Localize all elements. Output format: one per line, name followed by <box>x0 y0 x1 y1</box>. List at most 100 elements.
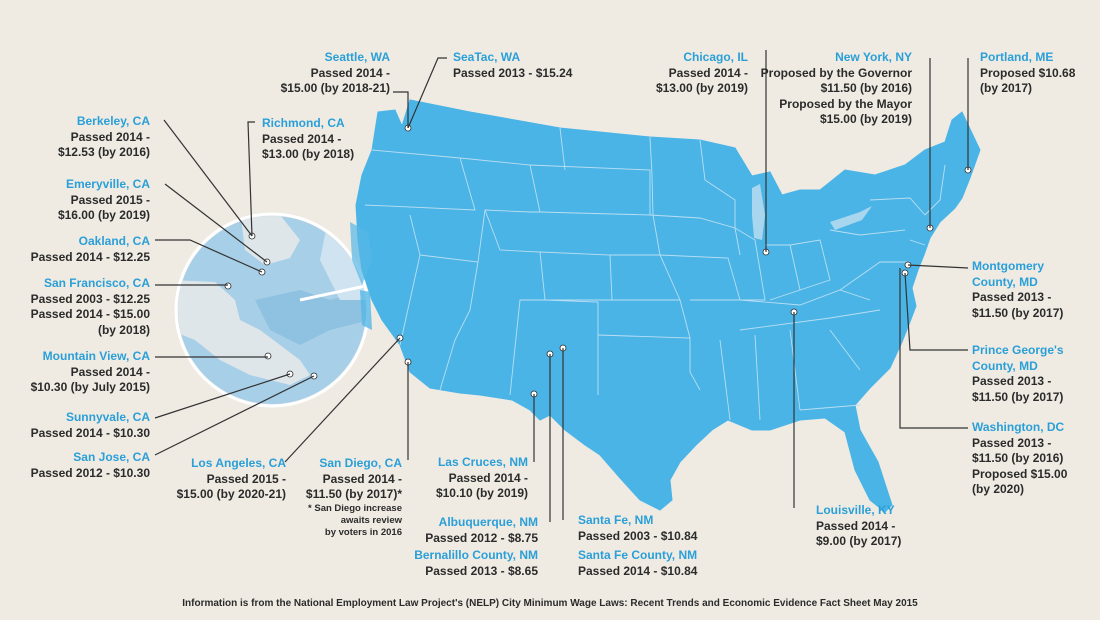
wage-line: Proposed by the Governor <box>760 65 912 80</box>
footnote-line: awaits review <box>340 514 402 526</box>
city-name: Santa Fe, NM <box>578 513 654 527</box>
city-name: New York, NY <box>835 50 912 64</box>
city-name: San Jose, CA <box>73 450 150 464</box>
wage-line: $11.50 (by 2016) <box>820 81 912 95</box>
wage-line: Passed 2003 - $12.25 <box>30 291 150 306</box>
city-name: Emeryville, CA <box>65 177 150 191</box>
city-name: Washington, DC <box>972 420 1065 434</box>
city-name: SeaTac, WA <box>453 50 521 64</box>
source-footer: Information is from the National Employm… <box>182 598 918 609</box>
city-name: Prince George's <box>972 343 1064 357</box>
label-san-francisco: San Francisco, CA Passed 2003 - $12.25 P… <box>31 276 150 338</box>
wage-line: Passed 2015 - <box>206 471 286 486</box>
bay-area-inset <box>174 212 372 408</box>
city-name: Berkeley, CA <box>76 114 150 128</box>
label-santa-fe: Santa Fe, NM Passed 2003 - $10.84 <box>578 513 697 544</box>
wage-line: $15.00 (by 2019) <box>819 112 912 126</box>
label-chicago: Chicago, IL Passed 2014 - $13.00 (by 201… <box>656 50 748 97</box>
wage-line: Passed 2014 - $12.25 <box>30 249 150 264</box>
leader-lines <box>154 50 969 522</box>
city-name: Los Angeles, CA <box>191 456 286 470</box>
wage-line: Passed 2012 - $10.30 <box>30 465 150 480</box>
label-sunnyvale: Sunnyvale, CA Passed 2014 - $10.30 <box>31 410 150 441</box>
label-santa-fe-county: Santa Fe County, NM Passed 2014 - $10.84 <box>578 548 697 579</box>
lake-erie <box>830 206 872 230</box>
wage-line: $10.30 (by July 2015) <box>30 380 150 394</box>
wage-line: Passed 2013 - <box>972 435 1052 450</box>
footnote-line: by voters in 2016 <box>324 526 402 538</box>
label-san-jose: San Jose, CA Passed 2012 - $10.30 <box>31 450 150 481</box>
city-name-2: County, MD <box>972 358 1038 373</box>
wage-line: Passed 2013 - $15.24 <box>453 65 573 80</box>
wage-line: Passed 2014 - $10.30 <box>30 425 150 440</box>
wage-line: Proposed $15.00 <box>972 466 1068 481</box>
wage-line: $11.50 (by 2017)* <box>305 487 402 501</box>
lake-michigan <box>752 184 765 240</box>
label-las-cruces: Las Cruces, NM Passed 2014 - $10.10 (by … <box>436 455 528 502</box>
wage-line: Passed 2014 - <box>70 364 150 379</box>
city-name: Portland, ME <box>980 50 1054 64</box>
label-montgomery-county: Montgomery County, MD Passed 2013 - $11.… <box>972 259 1063 321</box>
label-seatac: SeaTac, WA Passed 2013 - $15.24 <box>453 50 572 81</box>
wage-line: (by 2020) <box>972 482 1025 496</box>
city-name: Louisville, KY <box>816 503 895 517</box>
wage-line: $16.00 (by 2019) <box>57 208 150 222</box>
city-name: Oakland, CA <box>78 234 150 248</box>
wage-line: Passed 2014 - $10.84 <box>578 563 698 578</box>
wage-line: $15.00 (by 2018-21) <box>280 81 390 95</box>
wage-line: Passed 2013 - <box>972 374 1052 388</box>
wage-line: $12.53 (by 2016) <box>57 145 150 159</box>
city-name: Richmond, CA <box>262 116 345 130</box>
label-oakland: Oakland, CA Passed 2014 - $12.25 <box>31 234 150 265</box>
wage-line: Passed 2014 - <box>448 470 528 485</box>
city-name: Mountain View, CA <box>42 349 150 363</box>
city-name: Montgomery <box>972 259 1044 273</box>
city-name-2: County, MD <box>972 274 1038 289</box>
wage-line: Passed 2014 - <box>262 131 342 146</box>
city-name: Santa Fe County, NM <box>578 548 698 562</box>
label-portland: Portland, ME Proposed $10.68 (by 2017) <box>980 50 1075 97</box>
state-borders <box>364 127 946 421</box>
wage-line: Passed 2014 - <box>70 129 150 144</box>
wage-line: Passed 2003 - $10.84 <box>578 528 698 543</box>
us-mainland-shape <box>355 99 981 513</box>
wage-line: $15.00 (by 2020-21) <box>176 487 286 501</box>
label-los-angeles: Los Angeles, CA Passed 2015 - $15.00 (by… <box>177 456 286 503</box>
wage-line: $11.50 (by 2016) <box>972 451 1064 465</box>
wage-line: Passed 2012 - $8.75 <box>425 530 538 545</box>
footnote-line: * San Diego increase <box>308 502 402 514</box>
wage-line: $13.00 (by 2018) <box>262 147 355 161</box>
city-name: Las Cruces, NM <box>437 455 528 469</box>
city-name: San Francisco, CA <box>43 276 150 290</box>
wage-line: Passed 2014 - $15.00 <box>30 307 150 321</box>
wage-line: $13.00 (by 2019) <box>655 81 748 95</box>
wage-line: $11.50 (by 2017) <box>972 389 1064 404</box>
city-name: Chicago, IL <box>683 50 748 64</box>
label-richmond: Richmond, CA Passed 2014 - $13.00 (by 20… <box>262 116 354 163</box>
wage-line: Passed 2013 - $8.65 <box>425 563 538 578</box>
label-emeryville: Emeryville, CA Passed 2015 - $16.00 (by … <box>58 177 150 224</box>
wage-line: Passed 2014 - <box>668 65 748 80</box>
label-washington-dc: Washington, DC Passed 2013 - $11.50 (by … <box>972 420 1067 498</box>
wage-line: Proposed $10.68 <box>980 65 1076 80</box>
wage-line: Passed 2013 - <box>972 290 1052 304</box>
wage-line: Passed 2014 - <box>322 471 402 486</box>
label-berkeley: Berkeley, CA Passed 2014 - $12.53 (by 20… <box>58 114 150 161</box>
city-name: San Diego, CA <box>319 456 402 470</box>
label-seattle: Seattle, WA Passed 2014 - $15.00 (by 201… <box>281 50 390 97</box>
wage-line: $11.50 (by 2017) <box>972 305 1064 320</box>
label-prince-georges-county: Prince George's County, MD Passed 2013 -… <box>972 343 1064 405</box>
wage-line: $9.00 (by 2017) <box>816 534 902 548</box>
wage-line: (by 2017) <box>980 81 1033 95</box>
city-name: Albuquerque, NM <box>438 515 538 529</box>
label-mountain-view: Mountain View, CA Passed 2014 - $10.30 (… <box>31 349 150 396</box>
label-new-york: New York, NY Proposed by the Governor $1… <box>761 50 912 128</box>
wage-line: Passed 2014 - <box>310 65 390 80</box>
wage-line: $10.10 (by 2019) <box>435 486 528 500</box>
wage-line: Passed 2015 - <box>70 192 150 207</box>
label-louisville: Louisville, KY Passed 2014 - $9.00 (by 2… <box>816 503 901 550</box>
city-name: Seattle, WA <box>324 50 390 64</box>
wage-line: Proposed by the Mayor <box>779 96 912 111</box>
city-name: Bernalillo County, NM <box>414 548 538 562</box>
